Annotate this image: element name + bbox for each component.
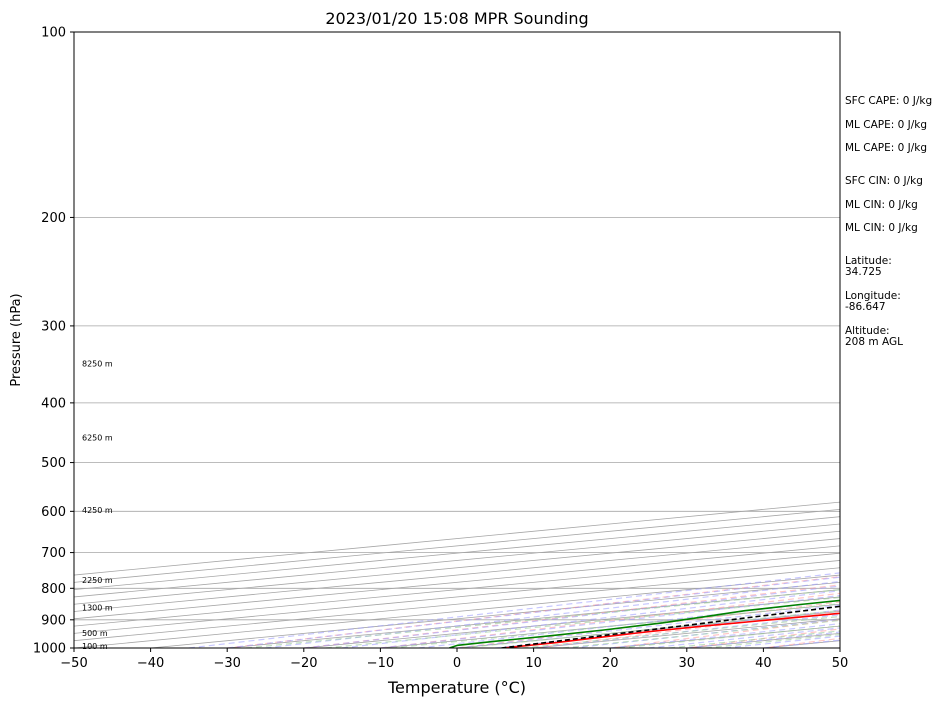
isotherm-line [150, 581, 840, 648]
y-tick-label: 900 [41, 613, 66, 628]
dry-adiabat-line [528, 610, 840, 648]
info-sfc-cape: SFC CAPE: 0 J/kg [845, 95, 932, 107]
sounding-info-panel: SFC CAPE: 0 J/kg ML CAPE: 0 J/kg ML CAPE… [845, 95, 932, 348]
dry-adiabat-line [221, 575, 840, 648]
isotherm-line [74, 567, 840, 642]
y-tick-label: 300 [41, 319, 66, 334]
mixing-ratio-line [461, 609, 840, 648]
height-label: 4250 m [82, 506, 113, 515]
y-tick-label: 200 [41, 211, 66, 226]
x-tick-label: −30 [213, 656, 240, 671]
info-latitude-label: Latitude: [845, 255, 892, 267]
y-tick-label: 500 [41, 456, 66, 471]
height-label: 500 m [82, 629, 108, 638]
isotherm-line [74, 545, 840, 620]
x-tick-label: 0 [453, 656, 461, 671]
info-longitude-label: Longitude: [845, 290, 901, 302]
isotherm-line [74, 538, 840, 612]
isotherm-line [74, 560, 840, 634]
info-longitude-value: -86.647 [845, 301, 886, 313]
y-tick-label: 100 [41, 26, 66, 41]
x-tick-label: −40 [137, 656, 164, 671]
y-tick-label: 1000 [33, 642, 66, 657]
info-ml-cin: ML CIN: 0 J/kg [845, 199, 918, 211]
x-axis-label: Temperature (°C) [387, 678, 526, 697]
y-axis-label: Pressure (hPa) [9, 293, 24, 386]
isotherm-line [74, 523, 840, 598]
height-label: 1300 m [82, 604, 113, 613]
info-ml-cin-2: ML CIN: 0 J/kg [845, 222, 918, 234]
x-tick-label: −10 [367, 656, 394, 671]
isotherm-line [74, 530, 840, 605]
chart-title: 2023/01/20 15:08 MPR Sounding [325, 9, 588, 28]
height-labels: 8250 m 6250 m 4250 m 2250 m 1300 m 500 m 100 m [82, 359, 113, 651]
mixing-ratio-line [522, 615, 840, 648]
x-axis-ticks: −50 −40 −30 −20 −10 0 10 20 30 40 50 [60, 648, 848, 671]
isotherm-line [74, 516, 840, 591]
info-latitude-value: 34.725 [845, 266, 882, 278]
moist-adiabat-line [265, 580, 840, 648]
x-tick-label: −50 [60, 656, 87, 671]
moist-adiabat-line [188, 572, 840, 648]
x-tick-label: −20 [290, 656, 317, 671]
x-tick-label: 30 [679, 656, 696, 671]
height-label: 2250 m [82, 576, 113, 585]
y-tick-label: 400 [41, 396, 66, 411]
info-ml-cape-2: ML CAPE: 0 J/kg [845, 142, 927, 154]
y-tick-label: 800 [41, 582, 66, 597]
mixing-ratio-line [669, 630, 840, 648]
isotherm-line [74, 501, 840, 576]
profile-lines [449, 599, 840, 648]
background-lines [74, 32, 840, 648]
dry-adiabat-line [835, 647, 840, 648]
height-label: 8250 m [82, 359, 113, 368]
x-tick-label: 40 [755, 656, 772, 671]
isotherm-line [74, 508, 840, 583]
info-ml-cape: ML CAPE: 0 J/kg [845, 119, 927, 131]
moist-adiabat-line [342, 590, 840, 648]
y-axis-ticks: 100 200 300 400 500 600 700 800 900 1000 [33, 26, 74, 657]
info-altitude-value: 208 m AGL [845, 336, 903, 348]
x-tick-label: 50 [832, 656, 849, 671]
y-tick-label: 700 [41, 546, 66, 561]
mixing-ratio-line [618, 625, 840, 648]
height-label: 6250 m [82, 433, 113, 442]
moist-adiabat-line [380, 594, 840, 648]
info-altitude-label: Altitude: [845, 325, 890, 337]
isotherm-line [74, 552, 840, 627]
height-label: 100 m [82, 642, 108, 651]
y-tick-label: 600 [41, 505, 66, 520]
x-tick-label: 20 [602, 656, 619, 671]
dry-adiabat-line [758, 637, 840, 648]
plot-frame [73, 31, 841, 649]
info-sfc-cin: SFC CIN: 0 J/kg [845, 175, 923, 187]
x-tick-label: 10 [525, 656, 542, 671]
dewpoint-profile-line [449, 599, 840, 648]
